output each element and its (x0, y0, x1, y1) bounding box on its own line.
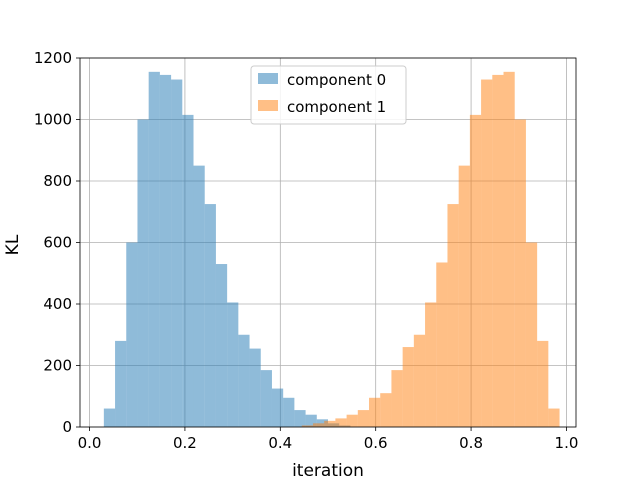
legend-swatch-component-1 (258, 100, 278, 111)
y-tick-label: 1200 (34, 49, 72, 67)
histogram-bar (402, 347, 414, 427)
x-tick-label: 0.0 (78, 434, 102, 452)
histogram-bar (346, 414, 358, 427)
histogram-bar (548, 408, 560, 427)
histogram-bar (227, 302, 239, 427)
x-tick-label: 0.6 (364, 434, 388, 452)
x-tick-label: 0.2 (173, 434, 197, 452)
y-tick-label: 800 (43, 172, 72, 190)
histogram-bar (103, 408, 116, 427)
histogram-bar (193, 165, 205, 427)
y-tick-label: 600 (43, 234, 72, 252)
histogram-bar (115, 340, 127, 427)
histogram-bar (492, 74, 504, 427)
histogram-bar (137, 119, 149, 427)
histogram-bar (481, 79, 493, 428)
histogram-bar (283, 397, 295, 427)
histogram-bar (182, 114, 194, 427)
histogram-bar (305, 414, 317, 427)
histogram-bar (537, 340, 549, 427)
histogram-bar (469, 114, 482, 427)
y-tick-label: 0 (62, 418, 72, 436)
y-tick-label: 400 (43, 295, 72, 313)
histogram-bar (204, 204, 216, 427)
legend-label-component-1: component 1 (287, 98, 386, 116)
histogram-bar (312, 423, 325, 427)
histogram-bar (238, 334, 250, 427)
histogram-bar (335, 418, 347, 427)
x-tick-label: 1.0 (555, 434, 579, 452)
histogram-bar (357, 410, 370, 427)
histogram-bar (436, 262, 448, 427)
y-tick-label: 200 (43, 357, 72, 375)
x-tick-label: 0.4 (268, 434, 292, 452)
histogram-bar (159, 74, 172, 427)
histogram-bar (503, 71, 515, 428)
series-0-bars (103, 71, 351, 428)
histogram-bar (171, 79, 183, 428)
histogram-bar (425, 302, 437, 427)
histogram-bar (369, 397, 381, 427)
histogram-bar (215, 264, 228, 427)
histogram-bar (413, 334, 426, 427)
histogram-bar (271, 388, 284, 427)
legend-label-component-0: component 0 (287, 71, 386, 89)
legend: component 0 component 1 (250, 65, 407, 125)
histogram-bar (525, 242, 538, 427)
y-axis-label: KL (3, 234, 23, 255)
histogram-bar (126, 242, 138, 427)
histogram-bar (301, 425, 313, 427)
histogram-bar (249, 348, 261, 427)
legend-swatch-component-0 (258, 73, 278, 84)
histogram-bar (458, 165, 470, 427)
histogram-bar (380, 393, 392, 427)
histogram-bar (324, 420, 336, 427)
x-axis-label: iteration (292, 461, 364, 480)
histogram-bar (391, 370, 403, 427)
histogram-bar (148, 71, 160, 428)
histogram-bar (260, 370, 272, 427)
series-1-bars (301, 71, 560, 428)
histogram-bar (514, 119, 526, 427)
axes-layer: 0.0 0.2 0.4 0.6 0.8 1.0 0 200 400 600 800 1000 1200 (34, 49, 579, 452)
x-tick-label: 0.8 (459, 434, 483, 452)
bars-layer (103, 71, 560, 428)
y-tick-label: 1000 (34, 111, 72, 129)
histogram-bar (294, 410, 306, 427)
histogram-bar (316, 419, 328, 427)
histogram-bar (447, 204, 459, 427)
legend-frame (250, 65, 407, 125)
